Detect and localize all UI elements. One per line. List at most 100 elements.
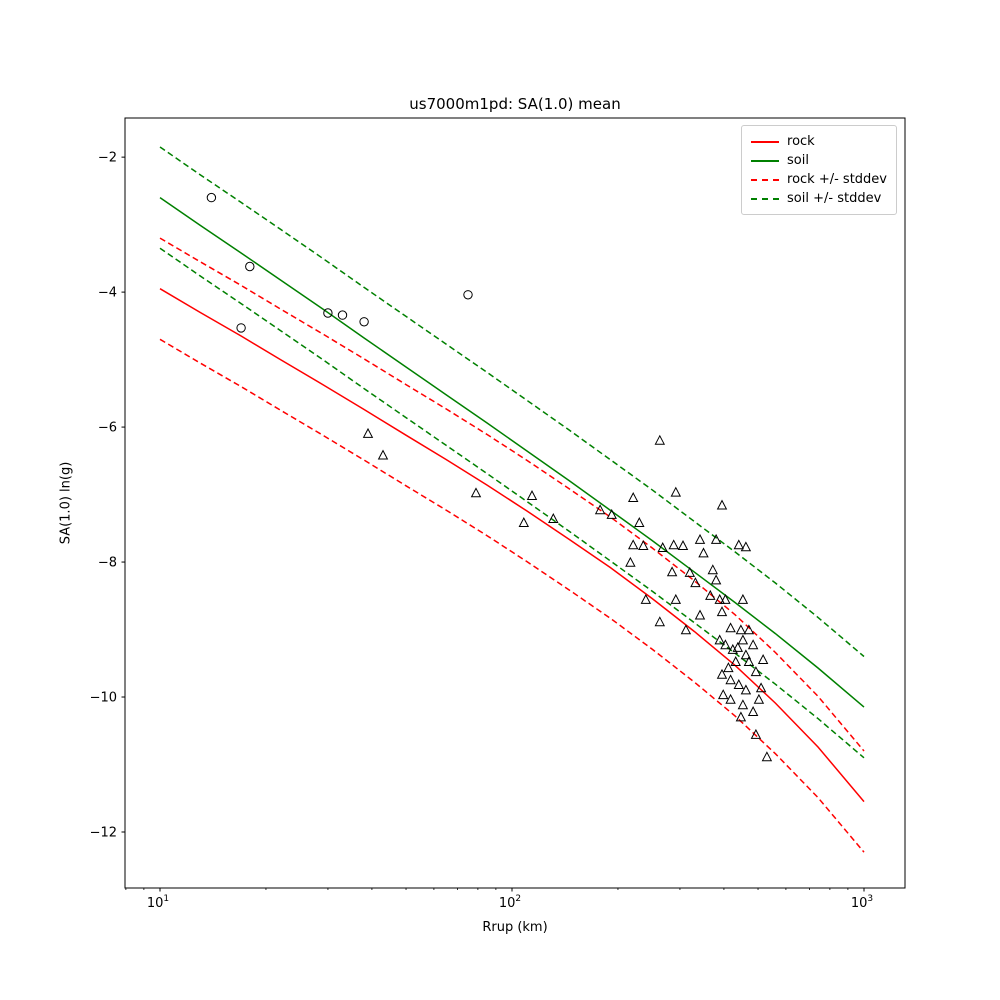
- marker-triangle: [753, 693, 765, 704]
- marker-triangle: [730, 656, 741, 666]
- curve-rock: [159, 288, 865, 803]
- marker-triangle: [526, 490, 538, 500]
- x-tick-label: 101: [147, 894, 169, 911]
- marker-triangle: [743, 656, 755, 666]
- y-tick-label: −12: [90, 825, 117, 840]
- legend-label: soil: [787, 153, 809, 168]
- marker-triangle: [740, 541, 752, 552]
- marker-triangle: [627, 539, 639, 550]
- legend-item-soil: soil: [751, 151, 887, 170]
- marker-triangle: [634, 517, 645, 527]
- curve-rock-lower-stddev: [159, 338, 865, 853]
- marker-triangle: [735, 624, 747, 635]
- marker-circle: [236, 323, 246, 333]
- marker-triangle: [737, 593, 749, 604]
- y-tick-label: −6: [98, 421, 117, 436]
- marker-triangle: [670, 593, 682, 604]
- y-tick-label: −2: [98, 151, 117, 166]
- chart-title: us7000m1pd: SA(1.0) mean: [409, 95, 621, 113]
- marker-triangle: [680, 624, 692, 635]
- x-tick-label: 102: [499, 894, 521, 911]
- axes-frame: [124, 117, 906, 889]
- marker-triangle: [594, 504, 606, 515]
- marker-circle: [337, 310, 348, 320]
- marker-triangle: [755, 682, 767, 693]
- marker-triangle: [725, 674, 736, 685]
- marker-triangle: [654, 616, 666, 627]
- marker-triangle: [733, 679, 745, 689]
- marker-triangle: [737, 634, 749, 645]
- marker-triangle: [750, 666, 762, 677]
- marker-triangle: [733, 539, 745, 550]
- legend-label: soil +/- stddev: [787, 191, 882, 206]
- legend-item-soil-stddev: soil +/- stddev: [751, 189, 887, 208]
- marker-circle: [359, 317, 369, 327]
- marker-triangle: [716, 668, 728, 679]
- marker-triangle: [627, 492, 639, 502]
- y-tick-label: −8: [98, 556, 117, 571]
- marker-triangle: [747, 639, 759, 650]
- marker-triangle: [723, 662, 734, 673]
- marker-triangle: [747, 706, 759, 716]
- y-axis-label: SA(1.0) ln(g): [58, 461, 74, 545]
- marker-triangle: [720, 639, 731, 650]
- marker-triangle: [717, 689, 729, 700]
- marker-triangle: [668, 539, 679, 550]
- marker-triangle: [714, 593, 725, 604]
- marker-triangle: [694, 533, 706, 544]
- marker-triangle: [740, 684, 752, 695]
- marker-triangle: [470, 487, 482, 498]
- legend-label: rock +/- stddev: [787, 172, 887, 187]
- x-axis-label: Rrup (km): [482, 920, 548, 935]
- marker-triangle: [638, 540, 649, 550]
- marker-triangle: [725, 622, 736, 633]
- marker-triangle: [714, 634, 725, 645]
- marker-triangle: [757, 654, 769, 664]
- marker-triangle: [362, 427, 374, 438]
- curve-soil-upper-stddev: [159, 146, 865, 658]
- marker-triangle: [710, 574, 722, 585]
- legend-line-sample-soil-stddev: [751, 197, 780, 200]
- legend-line-sample-soil: [751, 159, 780, 162]
- marker-circle: [245, 261, 255, 272]
- marker-triangle: [720, 593, 731, 604]
- marker-triangle: [725, 693, 736, 704]
- marker-triangle: [750, 728, 762, 739]
- marker-triangle: [677, 540, 689, 550]
- marker-triangle: [377, 449, 389, 460]
- marker-triangle: [707, 564, 719, 575]
- marker-triangle: [732, 641, 744, 652]
- marker-triangle: [705, 589, 716, 600]
- legend-line-sample-rock-stddev: [751, 178, 780, 181]
- marker-triangle: [698, 547, 709, 558]
- marker-triangle: [740, 649, 752, 660]
- y-tick-label: −10: [90, 691, 117, 706]
- marker-triangle: [606, 508, 617, 519]
- marker-triangle: [654, 434, 666, 445]
- curve-rock-upper-stddev: [159, 237, 865, 752]
- marker-circle: [463, 290, 473, 300]
- marker-triangle: [735, 711, 747, 722]
- marker-triangle: [657, 542, 668, 552]
- marker-triangle: [716, 499, 728, 510]
- legend-item-rock-stddev: rock +/- stddev: [751, 170, 887, 189]
- legend-item-rock: rock: [751, 132, 887, 151]
- x-tick-label: 103: [851, 894, 873, 911]
- legend: rock soil rock +/- stddev soil +/- stdde…: [741, 125, 897, 215]
- legend-label: rock: [787, 134, 815, 149]
- marker-triangle: [743, 624, 755, 635]
- marker-circle: [206, 192, 217, 203]
- curve-soil: [159, 196, 865, 708]
- marker-triangle: [761, 751, 773, 762]
- marker-triangle: [694, 609, 706, 620]
- marker-triangle: [625, 556, 636, 567]
- marker-triangle: [737, 699, 749, 710]
- marker-triangle: [548, 513, 559, 523]
- y-tick-label: −4: [98, 286, 117, 301]
- marker-triangle: [518, 517, 530, 527]
- marker-triangle: [640, 593, 652, 604]
- marker-triangle: [716, 606, 728, 617]
- marker-triangle: [666, 566, 678, 577]
